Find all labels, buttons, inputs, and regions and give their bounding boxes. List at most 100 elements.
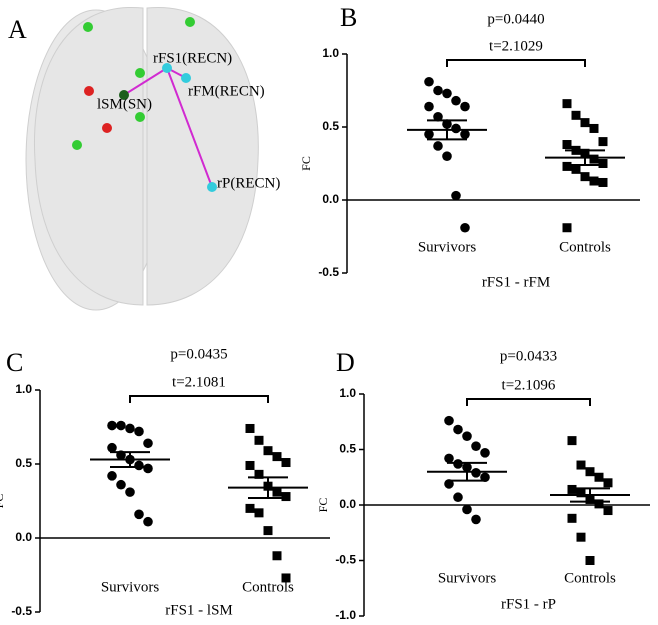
data-point <box>598 159 608 168</box>
data-point <box>594 472 604 482</box>
data-point <box>562 140 572 150</box>
x-axis-label: rFS1 - rP <box>501 596 556 612</box>
data-point <box>143 516 153 527</box>
panel-label: C <box>6 348 23 377</box>
data-point <box>433 85 443 96</box>
sem-bar <box>447 461 487 482</box>
edge <box>166 67 213 188</box>
data-point <box>580 118 590 128</box>
data-point <box>134 460 144 471</box>
node <box>135 112 145 122</box>
data-point <box>433 141 443 151</box>
data-point <box>433 111 443 122</box>
data-point <box>424 129 434 140</box>
data-point <box>245 460 255 470</box>
y-tick-label: 0.5 <box>339 442 356 456</box>
x-axis-label: rFS1 - rFM <box>482 274 550 290</box>
y-axis-label: FC <box>299 156 313 171</box>
data-point <box>471 514 481 525</box>
node-label: lSM(SN) <box>97 96 152 112</box>
data-point <box>281 573 291 583</box>
data-point <box>272 487 282 497</box>
data-point <box>451 95 461 106</box>
data-point <box>272 551 282 561</box>
comparison-bracket <box>129 395 269 403</box>
node <box>207 182 217 192</box>
x-tick-label: Controls <box>559 239 611 255</box>
data-point <box>562 223 572 233</box>
y-tick-label: 1.0 <box>15 382 32 396</box>
node <box>119 90 129 100</box>
node-label: rFS1(RECN) <box>153 50 232 66</box>
data-point <box>576 532 586 542</box>
data-point <box>453 492 463 503</box>
p-value: p=0.0433 <box>500 348 557 364</box>
sem-bar <box>248 476 288 500</box>
node <box>185 17 195 27</box>
x-tick-label: Survivors <box>438 570 497 586</box>
data-point <box>571 164 581 174</box>
data-point <box>143 463 153 474</box>
data-point <box>116 420 126 431</box>
data-point <box>453 424 463 435</box>
data-point <box>598 137 608 147</box>
node <box>84 86 94 96</box>
data-point <box>442 88 452 99</box>
data-point <box>424 76 434 87</box>
node <box>102 123 112 133</box>
y-axis-label: FC <box>316 498 330 513</box>
data-point <box>125 423 135 434</box>
panel-label: A <box>8 15 27 44</box>
y-tick-label: -0.5 <box>335 553 356 567</box>
data-point <box>598 177 608 187</box>
y-tick-label: 0.5 <box>15 456 32 470</box>
data-point <box>562 161 572 171</box>
node <box>83 22 93 32</box>
brain-panel: A rFS1(RECN) rFM(RECN) lSM(SN) rP(RECN) <box>8 7 280 311</box>
data-point <box>125 487 135 497</box>
sem-bar <box>110 451 150 468</box>
y-axis-label: FC <box>0 494 6 509</box>
data-point <box>453 459 463 469</box>
data-point <box>462 431 472 441</box>
data-point <box>460 101 470 112</box>
data-point <box>254 508 264 518</box>
data-point <box>460 129 470 140</box>
y-tick-label: 0.5 <box>322 119 339 133</box>
data-point <box>442 151 452 161</box>
node <box>135 68 145 78</box>
y-tick-label: 0.0 <box>339 497 356 511</box>
data-point <box>116 479 126 490</box>
t-value: t=2.1081 <box>172 374 226 390</box>
data-point <box>589 154 599 164</box>
y-tick-label: -1.0 <box>335 608 356 622</box>
edge <box>123 67 168 96</box>
data-point <box>462 504 472 515</box>
data-point <box>567 484 577 494</box>
data-point <box>263 526 273 536</box>
data-point <box>134 426 144 437</box>
node <box>181 73 191 83</box>
data-point <box>580 172 590 182</box>
y-tick-label: 0.0 <box>322 192 339 206</box>
left-hemisphere-shape <box>33 7 144 306</box>
node-label: rP(RECN) <box>217 175 280 191</box>
data-point <box>107 420 117 431</box>
data-point <box>589 176 599 186</box>
y-tick-label: -0.5 <box>11 604 32 618</box>
data-point <box>460 222 470 233</box>
data-point <box>134 509 144 520</box>
x-axis-label: rFS1 - lSM <box>165 602 233 618</box>
sem-bar <box>427 119 467 141</box>
y-tick-label: 0.0 <box>15 530 32 544</box>
data-point <box>245 423 255 433</box>
data-point <box>567 513 577 523</box>
t-value: t=2.1096 <box>502 377 556 393</box>
data-point <box>589 123 599 133</box>
x-tick-label: Controls <box>564 570 616 586</box>
data-point <box>603 506 613 516</box>
data-point <box>576 488 586 498</box>
right-hemisphere <box>146 7 259 306</box>
